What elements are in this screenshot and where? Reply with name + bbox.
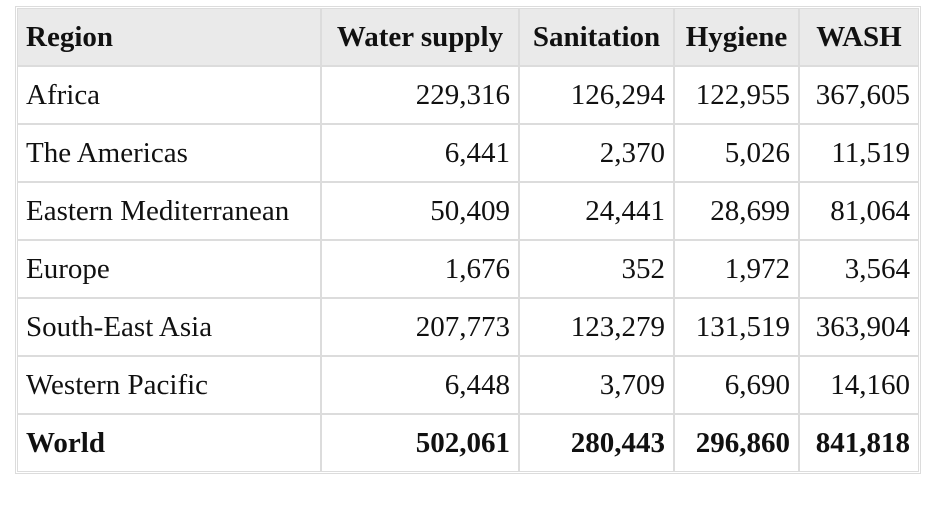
table-row: Europe 1,676 352 1,972 3,564 — [17, 240, 919, 298]
table-row: Eastern Mediterranean 50,409 24,441 28,6… — [17, 182, 919, 240]
total-row: World 502,061 280,443 296,860 841,818 — [17, 414, 919, 472]
total-region-cell: World — [17, 414, 321, 472]
hygiene-cell: 28,699 — [674, 182, 799, 240]
column-header-region: Region — [17, 8, 321, 66]
table-row: Africa 229,316 126,294 122,955 367,605 — [17, 66, 919, 124]
sanitation-cell: 2,370 — [519, 124, 674, 182]
column-header-sanitation: Sanitation — [519, 8, 674, 66]
hygiene-cell: 131,519 — [674, 298, 799, 356]
region-cell: The Americas — [17, 124, 321, 182]
water-supply-cell: 6,448 — [321, 356, 519, 414]
column-header-hygiene: Hygiene — [674, 8, 799, 66]
water-supply-cell: 6,441 — [321, 124, 519, 182]
hygiene-cell: 1,972 — [674, 240, 799, 298]
wash-cell: 11,519 — [799, 124, 919, 182]
table-body: Africa 229,316 126,294 122,955 367,605 T… — [17, 66, 919, 472]
total-sanitation-cell: 280,443 — [519, 414, 674, 472]
sanitation-cell: 3,709 — [519, 356, 674, 414]
total-wash-cell: 841,818 — [799, 414, 919, 472]
sanitation-cell: 352 — [519, 240, 674, 298]
column-header-water-supply: Water supply — [321, 8, 519, 66]
table-header: Region Water supply Sanitation Hygiene W… — [17, 8, 919, 66]
wash-cell: 363,904 — [799, 298, 919, 356]
wash-deaths-table: Region Water supply Sanitation Hygiene W… — [15, 6, 921, 474]
table-row: Western Pacific 6,448 3,709 6,690 14,160 — [17, 356, 919, 414]
column-header-wash: WASH — [799, 8, 919, 66]
total-water-supply-cell: 502,061 — [321, 414, 519, 472]
sanitation-cell: 126,294 — [519, 66, 674, 124]
wash-cell: 14,160 — [799, 356, 919, 414]
wash-cell: 367,605 — [799, 66, 919, 124]
total-hygiene-cell: 296,860 — [674, 414, 799, 472]
wash-cell: 3,564 — [799, 240, 919, 298]
water-supply-cell: 1,676 — [321, 240, 519, 298]
sanitation-cell: 24,441 — [519, 182, 674, 240]
hygiene-cell: 122,955 — [674, 66, 799, 124]
hygiene-cell: 5,026 — [674, 124, 799, 182]
region-cell: South-East Asia — [17, 298, 321, 356]
table-row: The Americas 6,441 2,370 5,026 11,519 — [17, 124, 919, 182]
water-supply-cell: 50,409 — [321, 182, 519, 240]
region-cell: Eastern Mediterranean — [17, 182, 321, 240]
region-cell: Western Pacific — [17, 356, 321, 414]
region-cell: Africa — [17, 66, 321, 124]
region-cell: Europe — [17, 240, 321, 298]
table-row: South-East Asia 207,773 123,279 131,519 … — [17, 298, 919, 356]
hygiene-cell: 6,690 — [674, 356, 799, 414]
sanitation-cell: 123,279 — [519, 298, 674, 356]
wash-cell: 81,064 — [799, 182, 919, 240]
water-supply-cell: 207,773 — [321, 298, 519, 356]
water-supply-cell: 229,316 — [321, 66, 519, 124]
header-row: Region Water supply Sanitation Hygiene W… — [17, 8, 919, 66]
